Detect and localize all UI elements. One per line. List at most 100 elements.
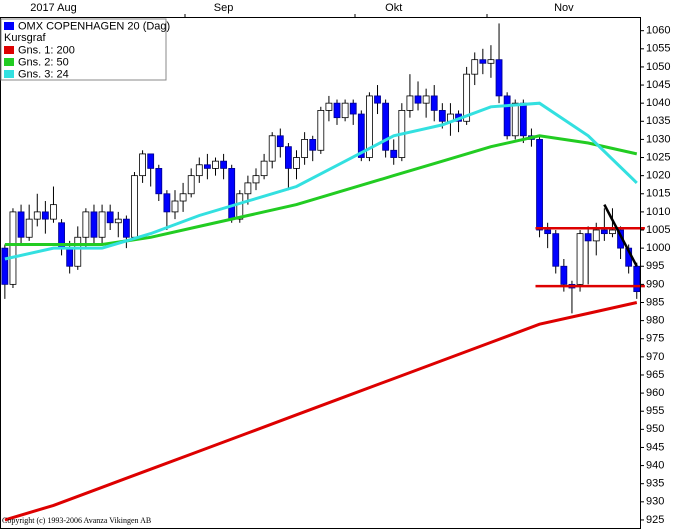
candle-body: [422, 95, 430, 104]
candle-body: [1, 247, 9, 285]
candle-body: [430, 95, 438, 111]
x-tick-label: Nov: [554, 2, 574, 14]
candle-body: [220, 160, 227, 169]
y-tick-label: 1060: [646, 25, 670, 37]
candle-body: [90, 211, 98, 238]
annotation-line: [603, 204, 638, 267]
candle-body: [228, 168, 236, 220]
y-tick-label: 940: [646, 459, 664, 471]
y-tick-label: 925: [646, 514, 664, 526]
legend-swatch: [4, 70, 14, 78]
legend-label: Gns. 1: 200: [18, 44, 75, 56]
candle-body: [536, 139, 543, 231]
y-tick-label: 1000: [646, 242, 670, 254]
candle-body: [592, 229, 600, 242]
candle-body: [98, 211, 106, 238]
x-tick-label: Okt: [385, 2, 402, 14]
legend-label: OMX COPENHAGEN 20 (Dag): [18, 20, 170, 32]
candle-body: [179, 193, 187, 202]
candle-body: [236, 193, 244, 220]
y-tick-label: 1015: [646, 188, 670, 200]
candle-body: [252, 175, 260, 184]
candle-body: [390, 149, 398, 158]
candle-body: [260, 160, 268, 177]
candle-body: [519, 102, 527, 137]
candle-body: [414, 95, 422, 104]
candle-body: [33, 211, 41, 220]
legend-swatch: [4, 46, 14, 54]
y-tick-label: 1050: [646, 61, 670, 73]
candle-body: [463, 73, 471, 122]
candle-body: [479, 59, 487, 64]
y-tick-label: 995: [646, 260, 664, 272]
candle-body: [268, 135, 276, 162]
y-tick-label: 930: [646, 496, 664, 508]
candle-body: [66, 247, 74, 267]
candle-body: [9, 211, 17, 285]
legend-label: Gns. 2: 50: [18, 56, 69, 68]
y-tick-label: 950: [646, 423, 664, 435]
legend-swatch: [4, 58, 14, 66]
moving-average: [4, 134, 638, 246]
y-tick-label: 1045: [646, 79, 670, 91]
candle-body: [333, 102, 341, 119]
candle-body: [74, 236, 82, 267]
candle-body: [17, 211, 25, 238]
y-tick-label: 990: [646, 278, 664, 290]
candle-body: [325, 102, 333, 111]
y-tick-label: 955: [646, 405, 664, 417]
y-tick-label: 945: [646, 441, 664, 453]
candle-body: [244, 182, 252, 195]
candle-body: [187, 175, 195, 195]
y-tick-label: 1035: [646, 115, 670, 127]
y-tick-label: 1030: [646, 133, 670, 145]
candle-body: [438, 110, 446, 122]
candle-body: [203, 164, 211, 169]
candle-body: [155, 168, 163, 195]
candle-body: [41, 211, 49, 220]
y-tick-label: 985: [646, 296, 664, 308]
candle-body: [544, 229, 552, 235]
candle-body: [349, 102, 357, 115]
candle-body: [495, 59, 503, 97]
candle-body: [122, 218, 130, 238]
plot-area: [1, 23, 645, 522]
candle-body: [382, 102, 390, 151]
legend: OMX COPENHAGEN 20 (Dag) Kursgraf Gns. 1:…: [0, 18, 170, 81]
moving-average: [4, 101, 638, 261]
candle-body: [511, 102, 519, 137]
candle-body: [131, 175, 138, 238]
candle-body: [600, 229, 608, 235]
y-tick-label: 965: [646, 369, 664, 381]
candle-body: [147, 153, 155, 169]
y-tick-label: 935: [646, 478, 664, 490]
candle-body: [609, 229, 616, 235]
y-tick-label: 1010: [646, 206, 670, 218]
candle-body: [114, 218, 122, 224]
candle-body: [82, 211, 90, 238]
x-tick-label: Sep: [214, 2, 234, 14]
candle-body: [317, 110, 325, 151]
candle-body: [487, 59, 495, 64]
candle-body: [212, 160, 219, 169]
candle-body: [276, 135, 284, 148]
candle-body: [584, 233, 592, 242]
y-tick-label: 1005: [646, 224, 670, 236]
y-tick-label: 980: [646, 315, 664, 327]
candle-body: [309, 139, 317, 151]
candle-body: [106, 211, 114, 224]
candle-body: [471, 59, 479, 75]
candle-body: [285, 146, 292, 169]
candle-body: [163, 193, 171, 213]
candle-body: [406, 95, 414, 111]
candle-body: [25, 218, 33, 238]
legend-label: Gns. 3: 24: [18, 68, 69, 80]
candle-body: [633, 265, 641, 293]
y-tick-label: 1055: [646, 43, 670, 55]
moving-average: [4, 301, 638, 522]
y-tick-label: 1040: [646, 97, 670, 109]
candle-body: [503, 95, 511, 137]
candle-body: [139, 153, 146, 177]
candle-body: [374, 95, 381, 104]
